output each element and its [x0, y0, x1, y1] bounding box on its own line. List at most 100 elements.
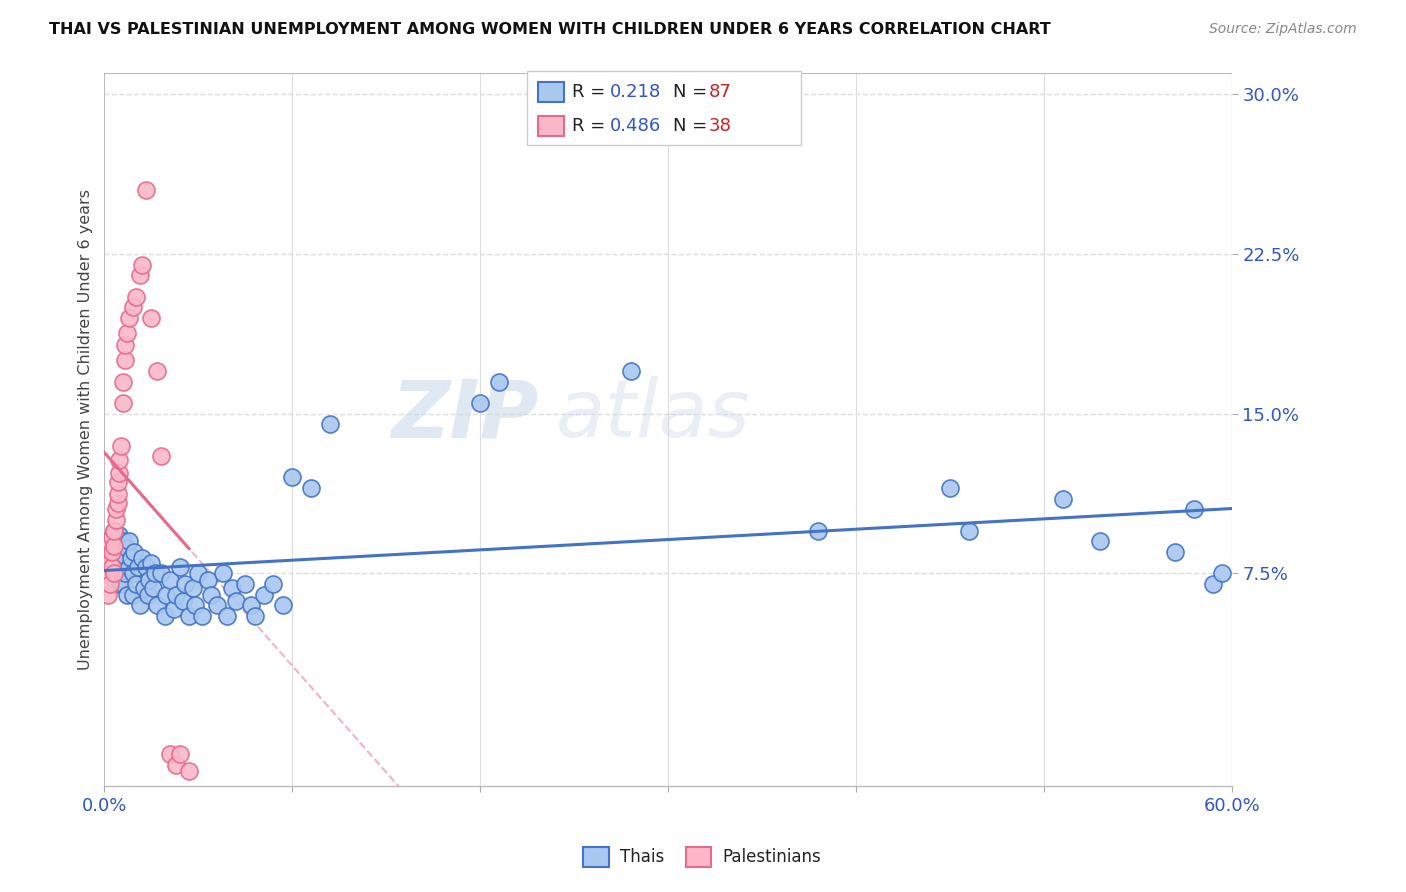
Text: ZIP: ZIP: [391, 376, 538, 454]
Point: [103, 524, 125, 538]
Point: [177, 764, 200, 779]
Text: THAI VS PALESTINIAN UNEMPLOYMENT AMONG WOMEN WITH CHILDREN UNDER 6 YEARS CORRELA: THAI VS PALESTINIAN UNEMPLOYMENT AMONG W…: [49, 22, 1050, 37]
Point: [211, 566, 233, 581]
Point: [205, 598, 228, 612]
Point: [319, 417, 342, 432]
Point: [1090, 534, 1112, 549]
Point: [107, 564, 129, 578]
Point: [165, 588, 187, 602]
Point: [271, 598, 294, 612]
Point: [108, 551, 131, 566]
Point: [183, 598, 205, 612]
Point: [138, 573, 160, 587]
Point: [239, 598, 262, 612]
Point: [98, 539, 121, 553]
Point: [149, 449, 172, 463]
Point: [110, 438, 132, 452]
Point: [135, 560, 157, 574]
Point: [108, 573, 131, 587]
Point: [172, 594, 194, 608]
Point: [143, 566, 166, 581]
Text: R =: R =: [572, 117, 612, 136]
Point: [114, 338, 136, 352]
Point: [191, 608, 214, 623]
Point: [163, 602, 186, 616]
Point: [112, 577, 135, 591]
Point: [108, 453, 131, 467]
Point: [159, 747, 181, 762]
Text: atlas: atlas: [555, 376, 751, 454]
Point: [1164, 545, 1187, 559]
Point: [97, 545, 120, 559]
Point: [103, 524, 125, 538]
Point: [96, 566, 118, 581]
Point: [470, 396, 492, 410]
Point: [127, 560, 149, 574]
Point: [263, 577, 285, 591]
Point: [146, 598, 169, 612]
Point: [177, 608, 200, 623]
Point: [124, 545, 146, 559]
Point: [97, 534, 120, 549]
Text: 87: 87: [709, 83, 731, 101]
Point: [181, 581, 204, 595]
Text: Palestinians: Palestinians: [723, 848, 821, 866]
Point: [115, 541, 138, 555]
Point: [1211, 566, 1233, 581]
Point: [155, 588, 177, 602]
Point: [129, 598, 152, 612]
Point: [132, 581, 155, 595]
Text: 0.218: 0.218: [610, 83, 661, 101]
Point: [112, 534, 135, 549]
Point: [104, 513, 127, 527]
Point: [114, 549, 136, 564]
Point: [281, 470, 304, 484]
Point: [136, 588, 159, 602]
Point: [107, 496, 129, 510]
Point: [243, 608, 266, 623]
Text: Source: ZipAtlas.com: Source: ZipAtlas.com: [1209, 22, 1357, 37]
Point: [174, 577, 197, 591]
Point: [97, 545, 120, 559]
Point: [121, 566, 143, 581]
Point: [98, 534, 121, 549]
Point: [112, 375, 135, 389]
Point: [233, 577, 256, 591]
Point: [146, 364, 169, 378]
Point: [125, 577, 148, 591]
Point: [142, 581, 165, 595]
Point: [1202, 577, 1225, 591]
Text: R =: R =: [572, 83, 612, 101]
Point: [101, 551, 124, 566]
Point: [118, 560, 141, 574]
Point: [153, 608, 176, 623]
Point: [114, 353, 136, 368]
Text: N =: N =: [673, 83, 713, 101]
Point: [135, 183, 157, 197]
Point: [131, 551, 153, 566]
Point: [121, 588, 143, 602]
Point: [114, 566, 136, 581]
Point: [103, 566, 125, 581]
Point: [108, 466, 131, 480]
Point: [118, 534, 141, 549]
Point: [225, 594, 247, 608]
Point: [200, 588, 222, 602]
Point: [129, 268, 152, 283]
Point: [125, 289, 148, 303]
Text: 38: 38: [709, 117, 731, 136]
Text: Thais: Thais: [620, 848, 664, 866]
Point: [807, 524, 830, 538]
Point: [149, 566, 172, 581]
Point: [1052, 491, 1074, 506]
Point: [120, 551, 142, 566]
Point: [110, 539, 132, 553]
Point: [169, 560, 191, 574]
Point: [97, 588, 120, 602]
Point: [104, 539, 127, 553]
Point: [121, 300, 143, 314]
Text: 0.486: 0.486: [610, 117, 661, 136]
Point: [108, 528, 131, 542]
Point: [118, 310, 141, 325]
Point: [110, 566, 132, 581]
